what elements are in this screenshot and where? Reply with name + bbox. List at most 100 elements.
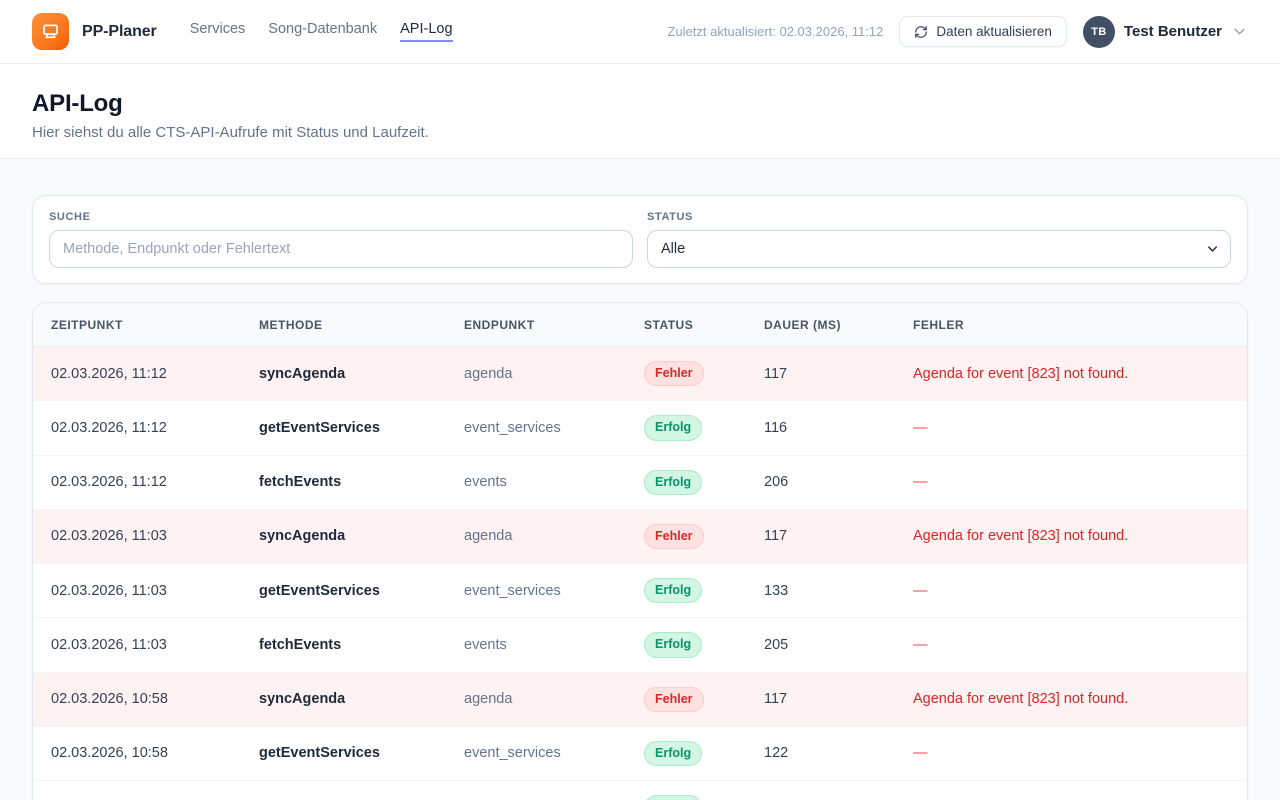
cell-endpoint: agenda (446, 671, 626, 727)
cell-duration: 295 (746, 780, 895, 800)
col-header-endpunkt: Endpunkt (446, 303, 626, 347)
status-badge: Fehler (644, 361, 704, 387)
avatar: TB (1082, 15, 1115, 48)
table-header: Zeitpunkt Methode Endpunkt Status Dauer … (33, 303, 1247, 347)
topbar: PP-Planer Services Song-Datenbank API-Lo… (0, 0, 1280, 64)
col-header-fehler: Fehler (895, 303, 1247, 347)
filter-card: Suche Status Alle (32, 195, 1248, 284)
cell-duration: 117 (764, 365, 788, 382)
cell-duration: 205 (746, 617, 895, 672)
cell-method: fetchEvents (241, 454, 446, 510)
cell-method: syncAgenda (241, 671, 446, 727)
cell-status: Erfolg (626, 780, 746, 800)
cell-method: syncAgenda (259, 365, 346, 382)
refresh-button-label: Daten aktualisieren (936, 24, 1052, 39)
refresh-data-button[interactable]: Daten aktualisieren (899, 16, 1067, 47)
refresh-icon (914, 25, 928, 39)
cell-status: Fehler (626, 508, 746, 564)
status-badge: Erfolg (644, 415, 703, 441)
table-row: 02.03.2026, 11:03 syncAgenda agenda Fehl… (33, 508, 1247, 564)
user-menu[interactable]: TB Test Benutzer (1082, 15, 1248, 48)
cell-timestamp: 02.03.2026, 10:58 (33, 725, 241, 781)
cell-error: — (895, 454, 1247, 510)
last-updated-text: Zuletzt aktualisiert: 02.03.2026, 11:12 (667, 24, 884, 39)
brand-name: PP-Planer (82, 22, 157, 40)
cell-method: syncAgenda (241, 508, 446, 564)
cell-timestamp: 02.03.2026, 11:12 (51, 365, 167, 382)
log-table-body: 02.03.2026, 11:12 syncAgenda agenda Fehl… (33, 346, 1247, 800)
cell-endpoint: events (446, 454, 626, 510)
cell-duration: 116 (746, 400, 895, 455)
page-title: API-Log (32, 90, 123, 117)
table-row: 02.03.2026, 10:58 fetchEvents events Erf… (33, 780, 1247, 800)
main-nav: Services Song-Datenbank API-Log (190, 21, 453, 42)
cell-endpoint: events (446, 780, 626, 800)
table-row: 02.03.2026, 11:12 fetchEvents events Erf… (33, 454, 1247, 510)
cell-error: Agenda for event [823] not found. (913, 365, 1129, 382)
cell-status: Fehler (626, 671, 746, 727)
cell-method: fetchEvents (241, 780, 446, 800)
cell-duration: 133 (746, 562, 895, 618)
cell-status: Erfolg (626, 617, 746, 672)
col-header-status: Status (626, 303, 746, 347)
table-row: 02.03.2026, 10:58 getEventServices event… (33, 725, 1247, 781)
cell-error: — (895, 400, 1247, 455)
cell-endpoint: event_services (446, 562, 626, 618)
status-badge: Fehler (644, 686, 704, 712)
cell-endpoint: events (446, 617, 626, 672)
cell-endpoint: agenda (464, 365, 513, 382)
col-header-dauer: Dauer (ms) (746, 303, 895, 347)
cell-duration: 117 (746, 508, 895, 564)
nav-item-services[interactable]: Services (189, 21, 246, 37)
cell-error: Agenda for event [823] not found. (895, 508, 1247, 564)
cell-method: getEventServices (241, 725, 446, 781)
cell-timestamp: 02.03.2026, 11:12 (33, 454, 241, 510)
cell-timestamp: 02.03.2026, 11:12 (33, 400, 241, 455)
search-input[interactable] (49, 230, 633, 268)
status-badge: Erfolg (644, 578, 703, 604)
cell-method: getEventServices (241, 400, 446, 455)
status-label: Status (647, 211, 693, 223)
cell-method: getEventServices (241, 562, 446, 618)
api-log-table: Zeitpunkt Methode Endpunkt Status Dauer … (33, 303, 1247, 800)
cell-error: — (895, 780, 1247, 800)
nav-item-api-log[interactable]: API-Log (400, 21, 453, 42)
col-header-methode: Methode (241, 303, 446, 347)
cell-duration: 117 (746, 671, 895, 727)
status-badge: Erfolg (644, 469, 703, 495)
main-content: Suche Status Alle Zeitpunkt (0, 159, 1280, 800)
topbar-right: Zuletzt aktualisiert: 02.03.2026, 11:12 … (667, 15, 1249, 48)
table-row: 02.03.2026, 11:12 syncAgenda agenda Fehl… (33, 346, 1247, 401)
status-badge: Fehler (644, 523, 704, 549)
status-field-group: Status Alle (647, 211, 1231, 268)
page-header: API-Log Hier siehst du alle CTS-API-Aufr… (0, 64, 1280, 159)
cell-duration: 122 (746, 725, 895, 781)
status-select-wrap: Alle (647, 230, 1231, 268)
cell-timestamp: 02.03.2026, 10:58 (33, 671, 241, 727)
cell-timestamp: 02.03.2026, 11:03 (33, 562, 241, 618)
search-field-group: Suche (49, 211, 633, 268)
status-badge: Erfolg (644, 632, 703, 658)
cell-endpoint: event_services (446, 725, 626, 781)
api-log-table-card: Zeitpunkt Methode Endpunkt Status Dauer … (32, 302, 1248, 800)
cell-timestamp: 02.03.2026, 10:58 (33, 780, 241, 800)
cell-endpoint: event_services (446, 400, 626, 455)
search-label: Suche (49, 211, 91, 223)
status-badge: Erfolg (644, 795, 703, 800)
user-name: Test Benutzer (1123, 23, 1222, 40)
table-row: 02.03.2026, 11:03 fetchEvents events Erf… (33, 617, 1247, 672)
cell-status: Erfolg (626, 562, 746, 618)
cell-error: Agenda for event [823] not found. (895, 671, 1247, 727)
cell-status: Fehler (626, 347, 746, 401)
cell-timestamp: 02.03.2026, 11:03 (33, 508, 241, 564)
col-header-zeitpunkt: Zeitpunkt (33, 303, 241, 347)
cell-error: — (895, 725, 1247, 781)
table-row: 02.03.2026, 10:58 syncAgenda agenda Fehl… (33, 671, 1247, 727)
cell-error: — (895, 562, 1247, 618)
status-select[interactable]: Alle (647, 230, 1231, 268)
cell-timestamp: 02.03.2026, 11:03 (33, 617, 241, 672)
cell-duration: 206 (746, 454, 895, 510)
nav-item-song-datenbank[interactable]: Song-Datenbank (268, 21, 378, 37)
cell-status: Erfolg (626, 454, 746, 510)
chevron-down-icon (1231, 23, 1248, 40)
